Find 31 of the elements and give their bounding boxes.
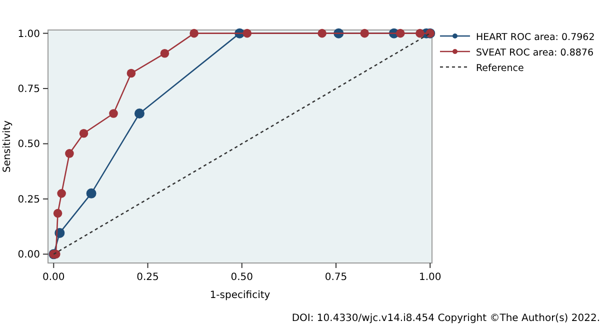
legend-label: HEART ROC area: 0.7962: [476, 32, 595, 43]
point: [57, 189, 66, 198]
point: [86, 188, 96, 198]
y-tick-label: 0.25: [18, 194, 40, 206]
x-tick-label: 0.75: [324, 272, 348, 283]
point: [65, 149, 74, 158]
text: DOI: 10.4330/wjc.v14.i8.454 Copyright ©The Author(s) 2022.: [292, 313, 600, 324]
x-tick-label: 0.50: [230, 272, 254, 283]
point: [360, 28, 370, 38]
x-tick-label: 0.00: [42, 272, 65, 283]
legend-label: SVEAT ROC area: 0.8876: [476, 48, 594, 58]
point: [396, 28, 405, 38]
point: [190, 28, 198, 38]
point: [53, 208, 62, 218]
y-tick-label: 1.00: [18, 28, 40, 40]
y-tick-label: 0.00: [18, 250, 40, 261]
y-tick-label: 0.50: [18, 139, 40, 150]
point: [109, 109, 118, 118]
y-tick-label: 0.75: [18, 84, 40, 96]
legend-label: Reference: [476, 63, 524, 74]
x-axis-title: 1-specificity: [210, 290, 270, 301]
point: [160, 49, 170, 58]
point: [242, 28, 252, 38]
point: [134, 108, 144, 118]
x-tick-label: 0.25: [136, 272, 159, 283]
x-tick-label: 1.00: [418, 272, 442, 283]
point: [126, 68, 136, 78]
point: [318, 28, 326, 38]
y-axis-title: Sensitivity: [2, 120, 13, 173]
point: [416, 28, 424, 38]
point: [79, 128, 88, 138]
